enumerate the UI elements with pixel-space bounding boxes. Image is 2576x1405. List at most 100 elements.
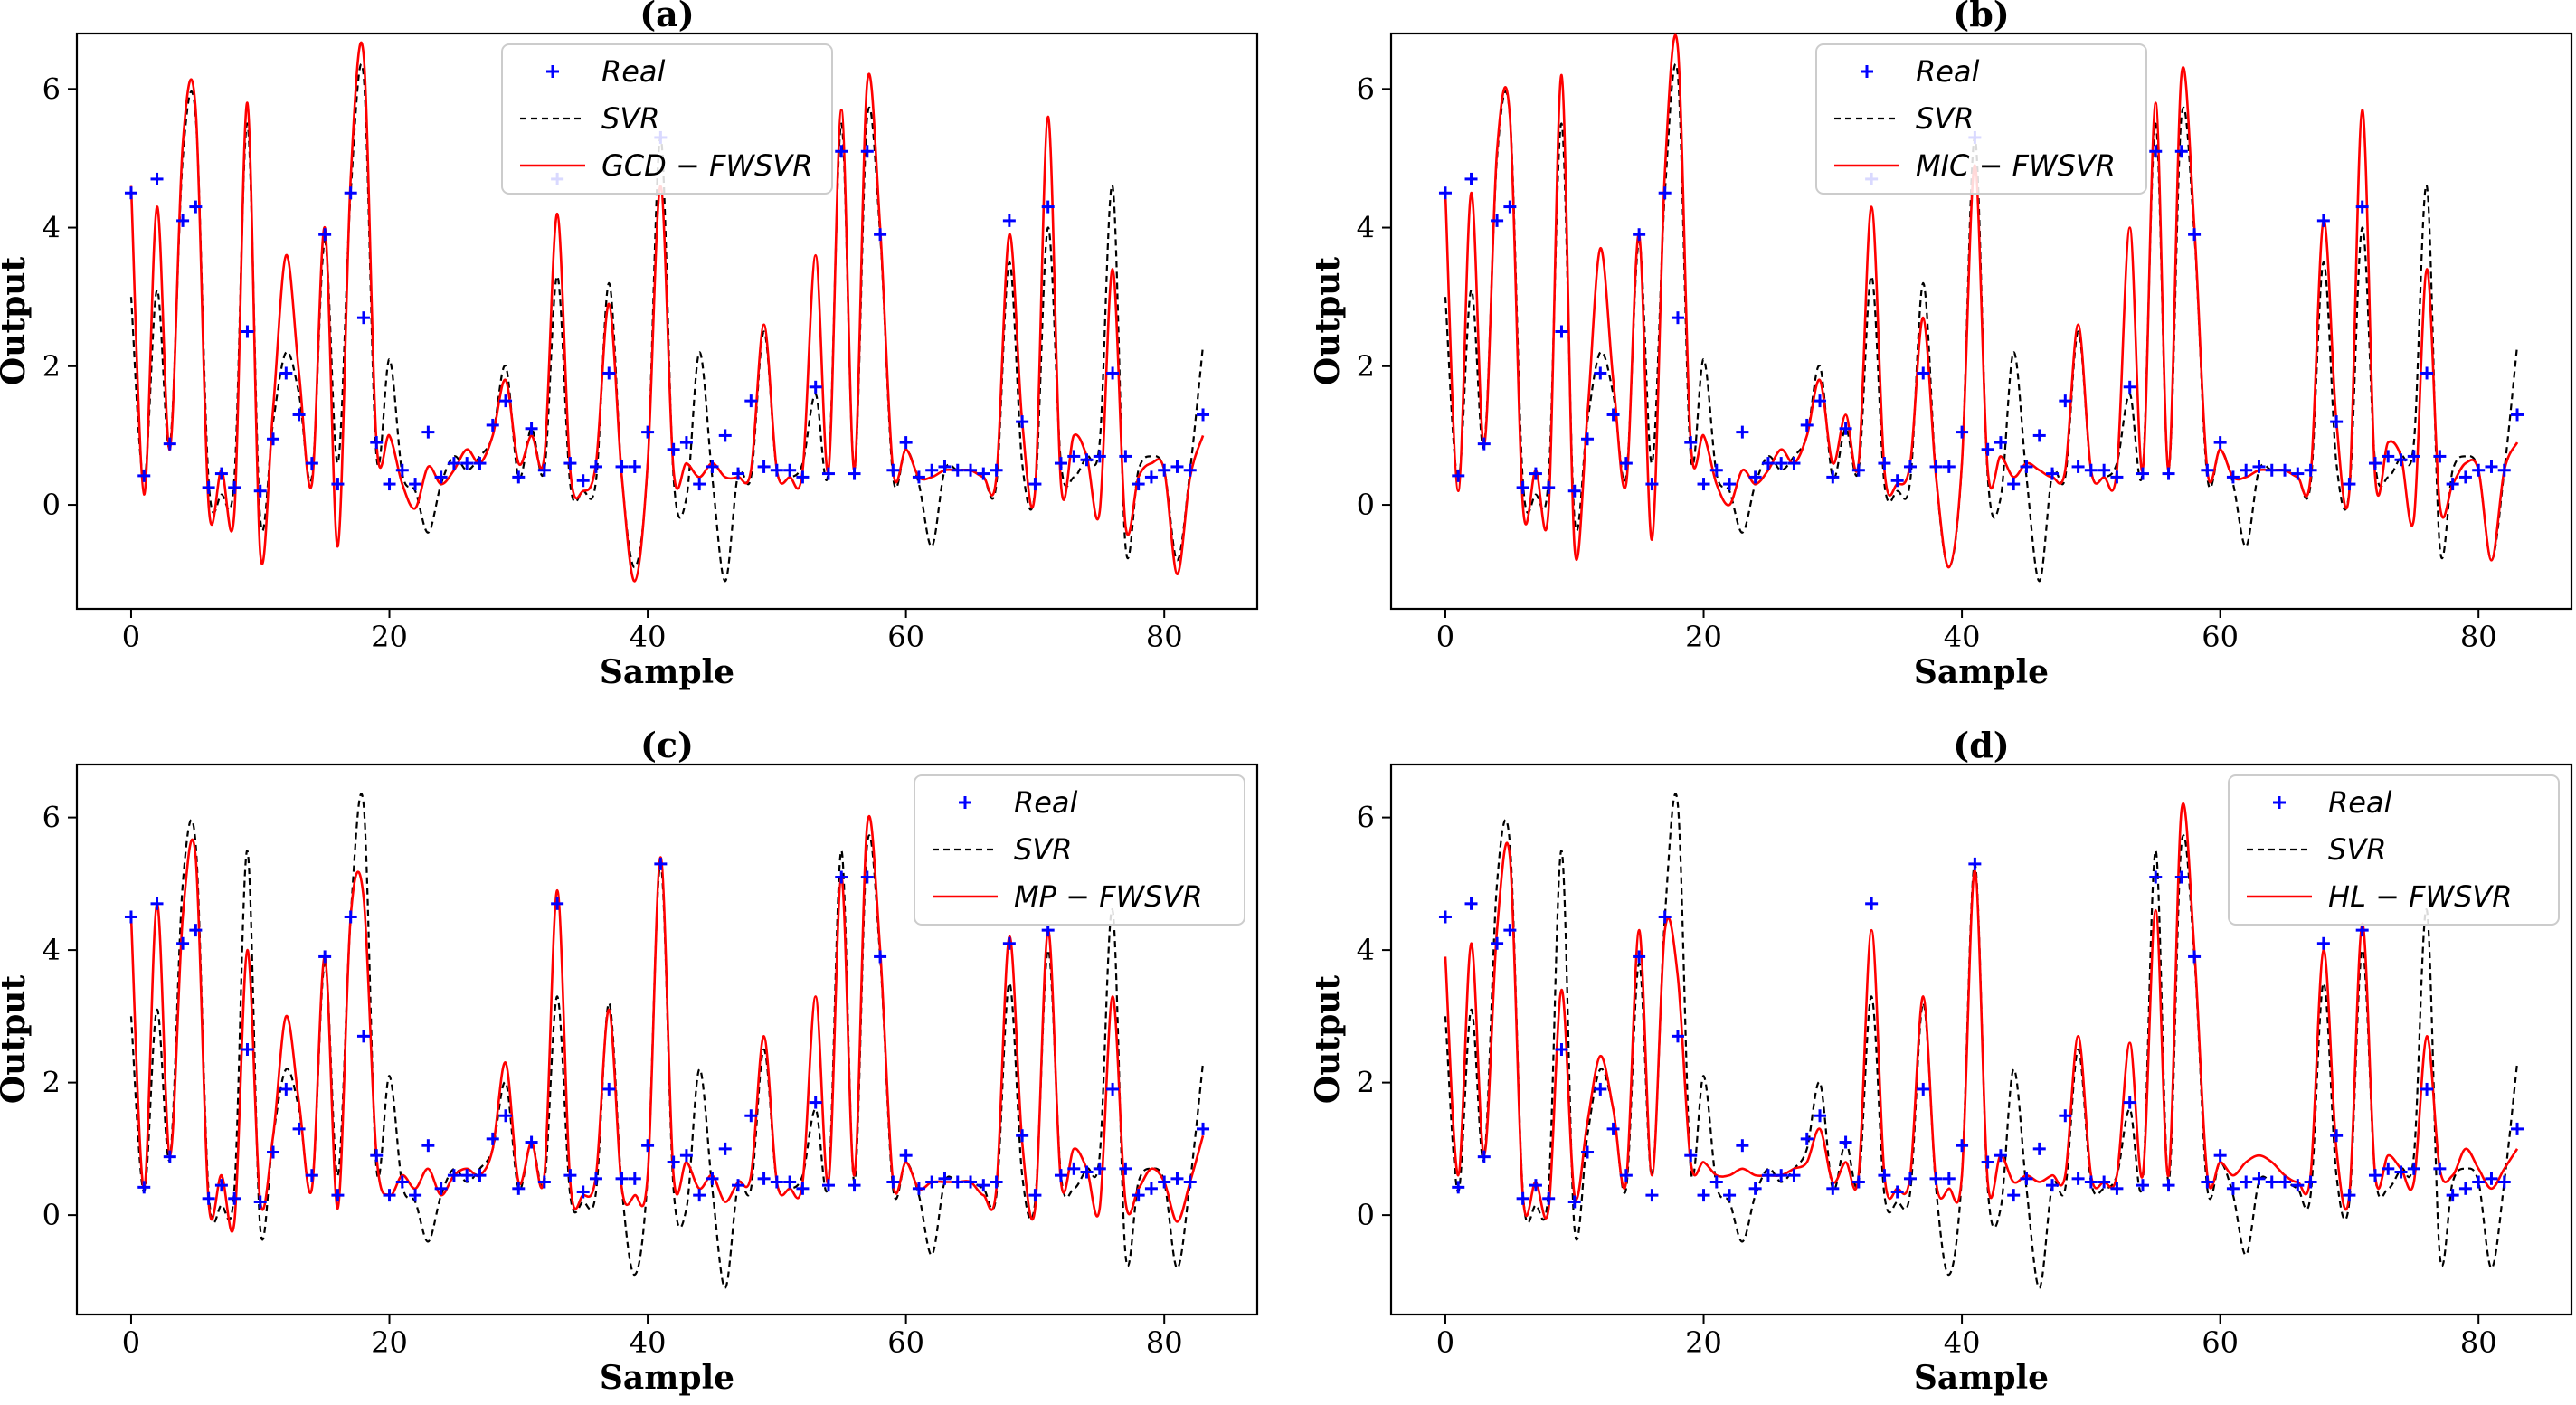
x-tick-label: 0 <box>122 1325 140 1360</box>
real-point <box>564 1169 577 1182</box>
legend-svr-label: SVR <box>1916 101 1974 136</box>
real-point <box>821 467 835 480</box>
real-point <box>1606 408 1620 422</box>
real-point <box>1093 1162 1106 1175</box>
panel-d: (d) 0 20 40 60 80 0 2 4 6 Sample Output Real SVR HL − … <box>1309 725 2573 1397</box>
real-point <box>718 1142 732 1155</box>
real-point <box>1567 484 1581 498</box>
real-point <box>331 1189 345 1202</box>
real-point <box>964 1175 978 1189</box>
real-point <box>886 463 900 477</box>
real-point <box>305 1169 318 1182</box>
real-point <box>1878 1169 1891 1182</box>
real-point <box>2420 366 2434 380</box>
real-point <box>796 1182 810 1195</box>
real-point <box>1890 474 1904 488</box>
real-point <box>589 460 602 473</box>
real-point <box>486 418 499 432</box>
legend: Real SVR MP − FWSVR <box>914 774 1245 926</box>
y-tick-label: 6 <box>1357 71 1375 106</box>
real-point <box>447 1169 460 1182</box>
real-point <box>344 186 357 200</box>
real-point <box>1041 200 1055 214</box>
real-point <box>2059 1109 2072 1123</box>
real-point <box>150 897 164 910</box>
real-point <box>1633 228 1646 242</box>
real-point <box>1477 1150 1491 1163</box>
real-point <box>2265 463 2278 477</box>
real-point <box>938 460 952 473</box>
x-tick-label: 40 <box>630 620 667 654</box>
real-point <box>2433 450 2447 463</box>
legend: Real SVR MIC − FWSVR <box>1815 43 2147 195</box>
svr-series-line <box>129 62 1205 583</box>
real-point <box>1761 1169 1775 1182</box>
real-point <box>2407 1162 2420 1175</box>
real-point <box>2123 1096 2136 1109</box>
real-point <box>1852 1175 1865 1189</box>
real-point <box>2446 1189 2459 1202</box>
real-point <box>2291 467 2305 480</box>
real-point <box>1775 457 1788 470</box>
real-point <box>2394 1165 2408 1179</box>
plot-area <box>124 793 1210 1289</box>
real-point <box>848 467 861 480</box>
legend-model-label: MP − FWSVR <box>1014 879 1203 914</box>
real-point <box>2330 1129 2344 1143</box>
real-point <box>1555 1042 1568 1056</box>
panel-b: (b) 0 20 40 60 80 0 2 4 6 Sample Output Real SVR MIC −… <box>1309 0 2573 691</box>
legend: Real SVR HL − FWSVR <box>2228 774 2560 926</box>
real-point <box>2330 415 2344 429</box>
real-point <box>228 1191 242 1205</box>
real-point <box>434 1182 448 1195</box>
real-point <box>2098 1175 2111 1189</box>
plot-area <box>1438 33 2524 583</box>
real-point <box>214 467 228 480</box>
real-point <box>1787 1169 1801 1182</box>
real-point <box>253 484 267 498</box>
real-point <box>2304 463 2317 477</box>
real-point <box>305 457 318 470</box>
real-point <box>1054 457 1067 470</box>
plot-area <box>1438 793 2524 1289</box>
real-point <box>356 311 370 325</box>
real-point <box>1956 1139 1969 1153</box>
real-point <box>732 1179 745 1192</box>
real-point <box>1067 1162 1081 1175</box>
real-point <box>809 1096 822 1109</box>
real-point <box>1800 1132 1814 1145</box>
legend-model-label: HL − FWSVR <box>2328 879 2513 914</box>
legend-box <box>2228 774 2560 926</box>
real-point <box>2110 470 2124 484</box>
real-point <box>1197 1122 1210 1135</box>
real-point <box>2174 870 2188 884</box>
real-point <box>770 463 783 477</box>
real-point <box>395 463 409 477</box>
real-point <box>1917 1082 1930 1096</box>
real-point <box>267 1145 280 1159</box>
real-point <box>137 1181 151 1194</box>
real-point <box>2472 1175 2486 1189</box>
real-point <box>370 436 384 450</box>
real-point <box>1697 478 1710 491</box>
real-point <box>1016 1129 1029 1143</box>
real-point <box>499 1109 513 1123</box>
real-point <box>2343 478 2356 491</box>
real-point <box>874 228 887 242</box>
real-point <box>2407 450 2420 463</box>
real-point <box>1929 460 1943 473</box>
real-point <box>1452 1181 1465 1194</box>
y-tick-label: 2 <box>43 1066 61 1100</box>
x-tick-label: 0 <box>1436 620 1454 654</box>
real-point <box>1581 1145 1595 1159</box>
real-point <box>679 436 693 450</box>
real-point <box>1438 910 1452 924</box>
real-point <box>1158 463 1171 477</box>
real-point <box>602 366 616 380</box>
legend-real-label: Real <box>1014 785 1078 820</box>
real-point <box>615 1172 629 1185</box>
real-point <box>732 467 745 480</box>
real-point <box>886 1175 900 1189</box>
real-point <box>1942 460 1956 473</box>
real-point <box>1723 1189 1737 1202</box>
